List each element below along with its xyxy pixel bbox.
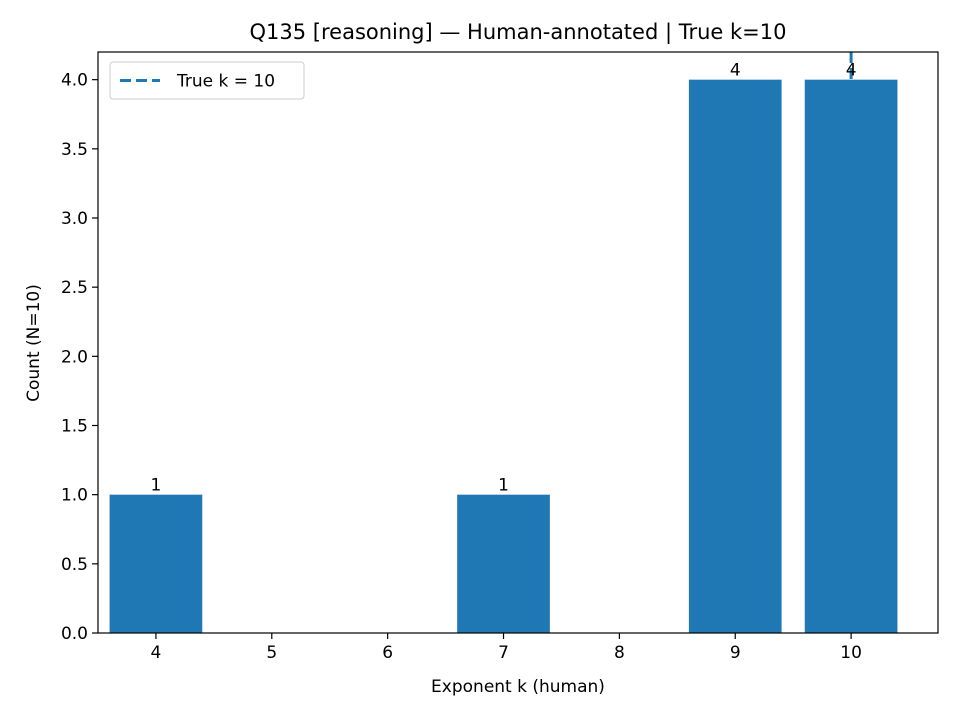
y-tick-label: 3.5 [61, 140, 88, 160]
x-tick-label: 10 [840, 643, 862, 663]
y-tick-label: 1.5 [61, 417, 88, 437]
axes-frame [97, 51, 939, 634]
bar-k-7 [457, 494, 550, 633]
x-tick-label: 9 [730, 643, 741, 663]
bar-value-label-k-4: 1 [151, 476, 162, 496]
x-tick-label: 6 [382, 643, 393, 663]
legend: True k = 10 [109, 61, 305, 100]
bar-value-label-k-10: 4 [846, 61, 857, 81]
bar-value-label-k-9: 4 [730, 61, 741, 81]
y-tick-label: 4.0 [61, 71, 88, 91]
y-tick-label: 0.0 [61, 624, 88, 644]
legend-box [109, 61, 305, 100]
bar-value-label-k-7: 1 [498, 476, 509, 496]
y-tick-label: 0.5 [61, 555, 88, 575]
axes: 4 5 6 7 8 9 10 0.0 0.5 1.0 1.5 2.0 2.5 3.0 3.5 4.0 [61, 51, 939, 663]
plot-area: 1 1 4 4 [109, 52, 898, 633]
y-tick-label: 3.0 [61, 209, 88, 229]
legend-entry-true-k: True k = 10 [176, 72, 275, 92]
y-axis-label: Count (N=10) [24, 284, 44, 402]
x-tick-label: 5 [266, 643, 277, 663]
bar-k-9 [688, 79, 782, 633]
bar-k-4 [109, 494, 203, 633]
x-tick-label: 8 [614, 643, 625, 663]
y-tick-label: 1.0 [61, 486, 88, 506]
x-tick-label: 7 [498, 643, 509, 663]
chart-title: Q135 [reasoning] — Human-annotated | Tru… [250, 20, 787, 45]
y-tick-label: 2.5 [61, 278, 88, 298]
x-axis-label: Exponent k (human) [431, 677, 605, 697]
y-tick-label: 2.0 [61, 347, 88, 367]
x-tick-label: 4 [151, 643, 162, 663]
